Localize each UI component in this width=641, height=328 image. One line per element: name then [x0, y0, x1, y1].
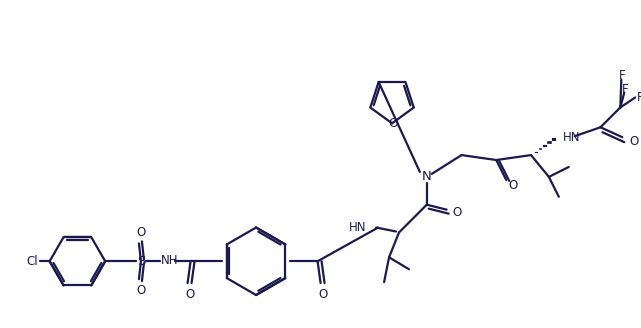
- Text: N: N: [422, 171, 431, 183]
- Text: HN: HN: [349, 221, 366, 234]
- Text: O: O: [185, 288, 194, 300]
- Text: O: O: [318, 288, 327, 300]
- Text: NH: NH: [161, 254, 178, 267]
- Text: O: O: [137, 226, 146, 239]
- Text: O: O: [452, 206, 461, 219]
- Text: Cl: Cl: [26, 255, 38, 268]
- Text: O: O: [137, 283, 146, 297]
- Text: F: F: [619, 69, 626, 82]
- Text: F: F: [637, 91, 641, 104]
- Text: HN: HN: [563, 131, 580, 144]
- Text: O: O: [388, 117, 398, 130]
- Text: S: S: [137, 255, 145, 268]
- Text: O: O: [629, 135, 639, 148]
- Text: F: F: [622, 83, 629, 96]
- Text: O: O: [508, 179, 518, 192]
